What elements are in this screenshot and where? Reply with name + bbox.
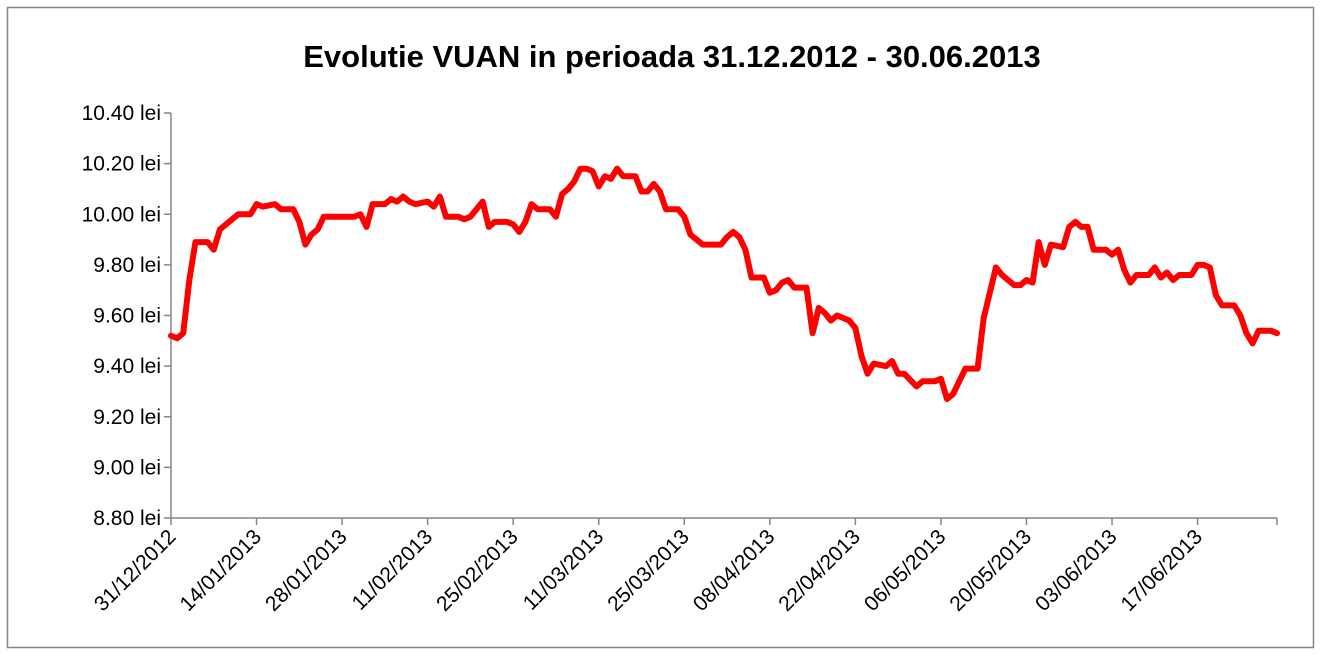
y-tick-label: 9.00 lei — [93, 456, 161, 479]
chart-frame — [6, 6, 1315, 649]
y-tick-label: 8.80 lei — [93, 507, 161, 530]
y-tick-label: 10.20 lei — [82, 153, 161, 176]
y-tick-label: 10.40 lei — [82, 102, 161, 125]
y-tick-label: 9.60 lei — [93, 305, 161, 328]
chart-title: Evolutie VUAN in perioada 31.12.2012 - 3… — [303, 39, 1040, 74]
data-line — [168, 165, 1280, 403]
y-tick-label: 9.40 lei — [93, 355, 161, 378]
y-tick-label: 9.20 lei — [93, 406, 161, 429]
y-tick-label: 10.00 lei — [82, 203, 161, 226]
y-tick-label: 9.80 lei — [93, 254, 161, 277]
